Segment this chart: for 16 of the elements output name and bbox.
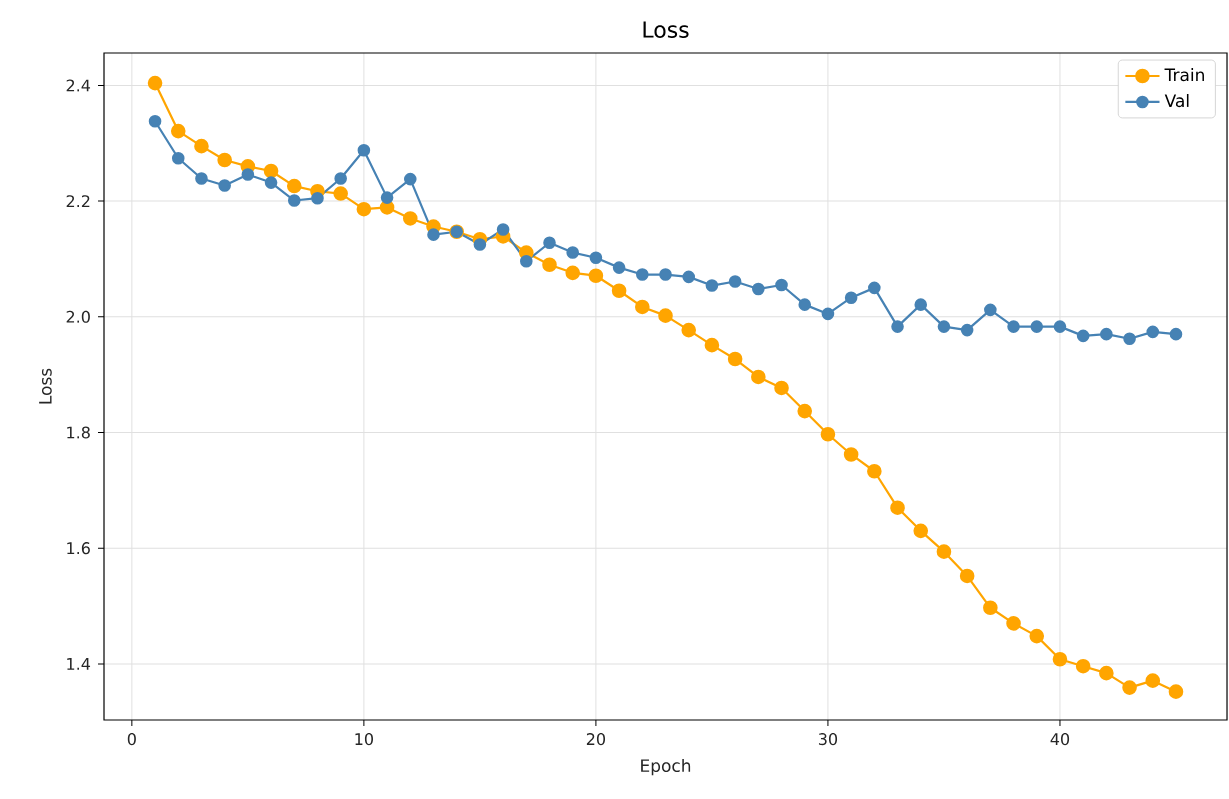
chart-title: Loss [643, 21, 689, 38]
x-tick-label: 0 [127, 733, 136, 746]
x-tick-label: 30 [818, 733, 838, 746]
y-axis-title: Loss [39, 368, 52, 404]
x-tick-label: 20 [586, 733, 606, 746]
legend-label: Val [1164, 93, 1189, 108]
y-tick-label: 2.0 [66, 310, 90, 323]
y-tick-label: 1.8 [67, 426, 90, 439]
x-axis-title: Epoch [641, 758, 691, 776]
legend-label: Train [1164, 68, 1204, 82]
y-tick-label: 1.4 [67, 658, 91, 670]
x-tick-label: 10 [355, 733, 373, 746]
y-tick-label: 2.2 [66, 195, 90, 208]
y-tick-label: 1.6 [67, 542, 90, 555]
x-tick-label: 40 [1050, 733, 1070, 746]
y-tick-label: 2.4 [66, 79, 91, 92]
